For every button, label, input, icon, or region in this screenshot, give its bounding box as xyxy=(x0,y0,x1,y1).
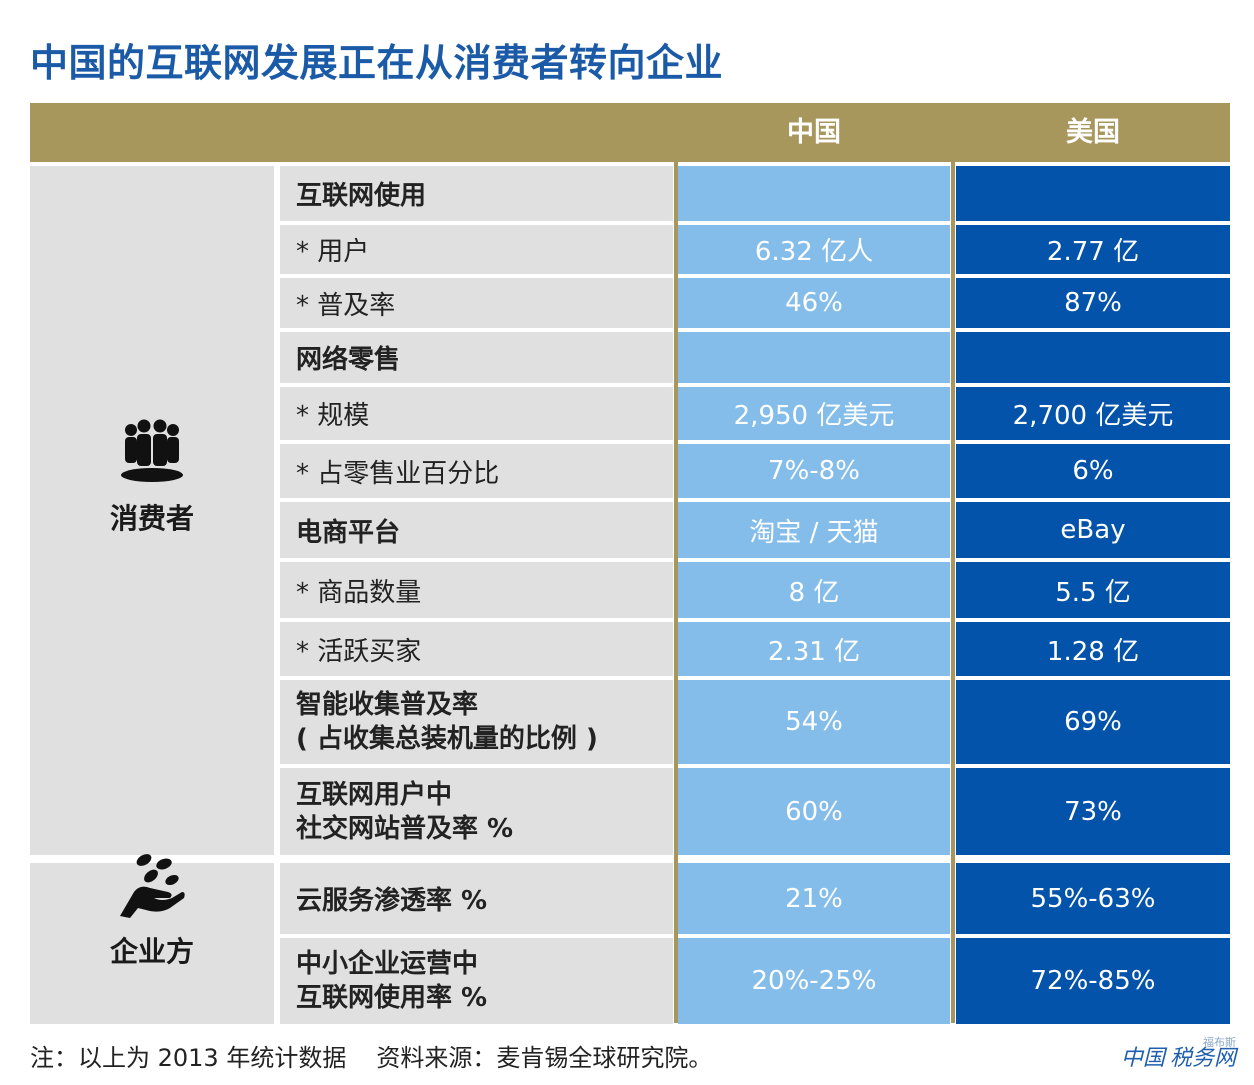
china-value: 21% xyxy=(678,863,950,934)
usa-value: 5.5 亿 xyxy=(956,562,1230,618)
source-text: 资料来源：麦肯锡全球研究院。 xyxy=(376,1044,713,1072)
usa-value xyxy=(956,166,1230,221)
category-block: 企业方 xyxy=(30,853,274,1024)
usa-value xyxy=(956,332,1230,383)
china-value xyxy=(678,332,950,383)
watermark-text: 中国 xyxy=(1120,1046,1165,1071)
usa-value: 2,700 亿美元 xyxy=(956,387,1230,440)
gold-divider xyxy=(674,162,678,1023)
people-group-icon xyxy=(116,415,188,487)
row-label: * 规模 xyxy=(280,387,673,440)
row-label: 云服务渗透率 % xyxy=(280,863,673,934)
china-value: 2,950 亿美元 xyxy=(678,387,950,440)
row-label: 互联网用户中 社交网站普及率 % xyxy=(280,768,673,855)
row-label-line: 互联网用户中 xyxy=(296,779,453,810)
china-value: 46% xyxy=(678,278,950,328)
usa-value: 72%-85% xyxy=(956,938,1230,1024)
row-label: * 用户 xyxy=(280,225,673,274)
row-label: 网络零售 xyxy=(280,332,673,383)
usa-value: 69% xyxy=(956,680,1230,764)
table-header: 中国 美国 xyxy=(30,103,1230,162)
row-label-line: 中小企业运营中 xyxy=(296,949,479,979)
row-label-line: ( 占收集总装机量的比例 ) xyxy=(296,724,598,754)
category-block: 消费者 xyxy=(30,166,274,855)
footnote: 注：以上为 2013 年统计数据 资料来源：麦肯锡全球研究院。 xyxy=(30,1038,712,1073)
row-label: 智能收集普及率 ( 占收集总装机量的比例 ) xyxy=(280,680,673,764)
usa-value: 55%-63% xyxy=(956,863,1230,934)
usa-value: eBay xyxy=(956,502,1230,558)
usa-value: 1.28 亿 xyxy=(956,622,1230,676)
watermark-small: 福布斯 xyxy=(1203,1036,1236,1049)
row-label-line: 社交网站普及率 % xyxy=(296,813,514,844)
hand-coins-icon xyxy=(116,848,188,920)
gold-divider xyxy=(951,162,955,1023)
china-value: 54% xyxy=(678,680,950,764)
china-value: 7%-8% xyxy=(678,444,950,498)
category-label: 企业方 xyxy=(109,934,194,968)
row-label: 电商平台 xyxy=(280,502,673,558)
china-value: 60% xyxy=(678,768,950,855)
usa-value: 87% xyxy=(956,278,1230,328)
china-value: 20%-25% xyxy=(678,938,950,1024)
row-label-line: 互联网使用率 % xyxy=(296,983,488,1013)
row-label: * 普及率 xyxy=(280,278,673,328)
page-title: 中国的互联网发展正在从消费者转向企业 xyxy=(30,41,724,85)
china-value: 6.32 亿人 xyxy=(678,225,950,274)
note-text: 注：以上为 2013 年统计数据 xyxy=(30,1044,347,1072)
row-label: 互联网使用 xyxy=(280,166,673,221)
header-china: 中国 xyxy=(787,117,841,148)
china-value xyxy=(678,166,950,221)
usa-value: 2.77 亿 xyxy=(956,225,1230,274)
data-table: 中国 美国 互联网使用 * 用户 6.32 亿人 2.77 亿 * 普及率 46% 87% 网… xyxy=(30,103,1230,1024)
china-value: 2.31 亿 xyxy=(678,622,950,676)
china-value: 淘宝 / 天猫 xyxy=(678,502,950,558)
row-label: * 商品数量 xyxy=(280,562,673,618)
usa-value: 73% xyxy=(956,768,1230,855)
usa-value: 6% xyxy=(956,444,1230,498)
category-label: 消费者 xyxy=(109,501,194,535)
row-label: 中小企业运营中 互联网使用率 % xyxy=(280,938,673,1024)
row-label-line: 智能收集普及率 xyxy=(296,690,479,720)
watermark: 中国 税务网 福布斯 xyxy=(1120,1036,1236,1080)
row-label: * 活跃买家 xyxy=(280,622,673,676)
china-value: 8 亿 xyxy=(678,562,950,618)
watermark-tag: 税务网 xyxy=(1169,1046,1236,1071)
header-usa: 美国 xyxy=(1066,117,1120,148)
row-label: * 占零售业百分比 xyxy=(280,444,673,498)
